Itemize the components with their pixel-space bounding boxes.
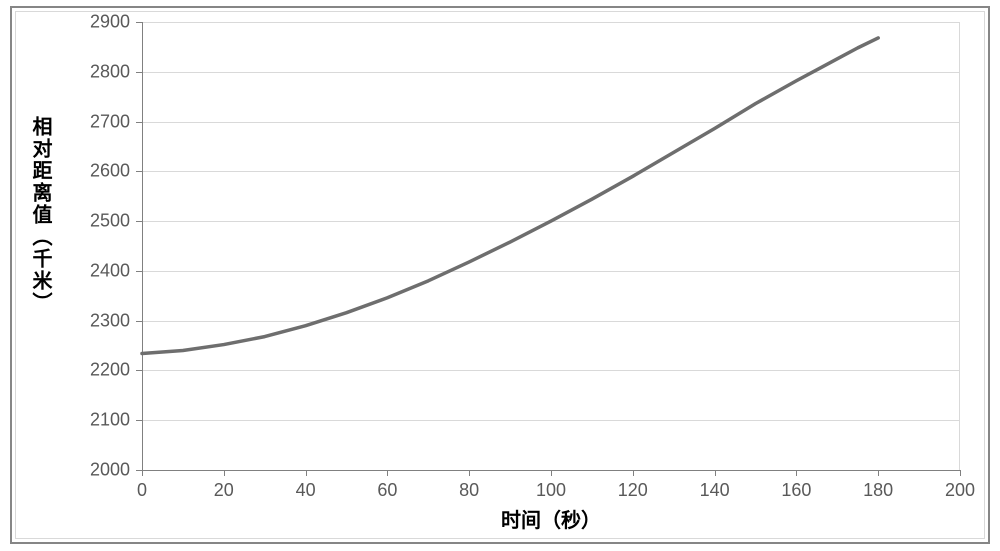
x-axis-title: 时间（秒） <box>501 504 601 533</box>
y-axis-title: 相对距离值（千米） <box>28 116 51 314</box>
series-line <box>0 0 1000 551</box>
